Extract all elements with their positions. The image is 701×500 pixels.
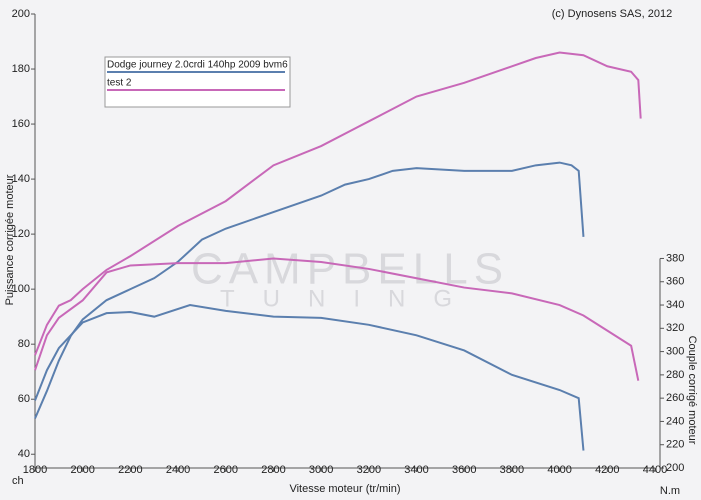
- x-tick-label: 4200: [595, 464, 619, 476]
- x-tick-label: 3600: [452, 464, 476, 476]
- x-tick-label: 4000: [547, 464, 571, 476]
- y2-tick-label: 240: [666, 415, 684, 427]
- y-unit: ch: [12, 475, 24, 487]
- y2-tick-label: 200: [666, 462, 684, 474]
- x-tick-label: 2800: [261, 464, 285, 476]
- y-tick-label: 140: [12, 173, 30, 185]
- x-tick-label: 1800: [23, 464, 47, 476]
- y-tick-label: 40: [18, 448, 30, 460]
- x-tick-label: 3000: [309, 464, 333, 476]
- y-tick-label: 60: [18, 393, 30, 405]
- legend-label: Dodge journey 2.0crdi 140hp 2009 bvm6: [107, 60, 288, 71]
- y-tick-label: 80: [18, 338, 30, 350]
- y2-tick-label: 320: [666, 322, 684, 334]
- y-tick-label: 100: [12, 283, 30, 295]
- y2-tick-label: 300: [666, 345, 684, 357]
- chart-title: (c) Dynosens SAS, 2012: [552, 8, 672, 20]
- y-tick-label: 200: [12, 8, 30, 20]
- y2-tick-label: 380: [666, 252, 684, 264]
- x-tick-label: 2600: [214, 464, 238, 476]
- x-tick-label: 3400: [404, 464, 428, 476]
- x-tick-label: 2000: [70, 464, 94, 476]
- x-axis-label: Vitesse moteur (tr/min): [289, 483, 400, 495]
- x-tick-label: 3800: [500, 464, 524, 476]
- y2-tick-label: 260: [666, 392, 684, 404]
- series-line: [34, 304, 585, 451]
- series-line: [34, 257, 640, 381]
- y-axis-label: Puissance corrigée moteur: [4, 174, 16, 305]
- x-tick-label: 2200: [118, 464, 142, 476]
- legend-label: test 2: [107, 78, 132, 89]
- x-tick-label: 2400: [166, 464, 190, 476]
- y2-tick-label: 220: [666, 439, 684, 451]
- series-line: [34, 51, 642, 356]
- series-line: [34, 161, 585, 419]
- y-tick-label: 120: [12, 228, 30, 240]
- y2-tick-label: 360: [666, 276, 684, 288]
- x-tick-label: 4400: [643, 464, 667, 476]
- y-tick-label: 160: [12, 118, 30, 130]
- y2-tick-label: 280: [666, 369, 684, 381]
- y2-unit: N.m: [660, 485, 680, 497]
- y-tick-label: 180: [12, 63, 30, 75]
- watermark: TUNING: [220, 285, 480, 312]
- y2-axis-label: Couple corrigé moteur: [686, 336, 698, 445]
- x-tick-label: 3200: [357, 464, 381, 476]
- y2-tick-label: 340: [666, 299, 684, 311]
- legend-box: [104, 56, 291, 108]
